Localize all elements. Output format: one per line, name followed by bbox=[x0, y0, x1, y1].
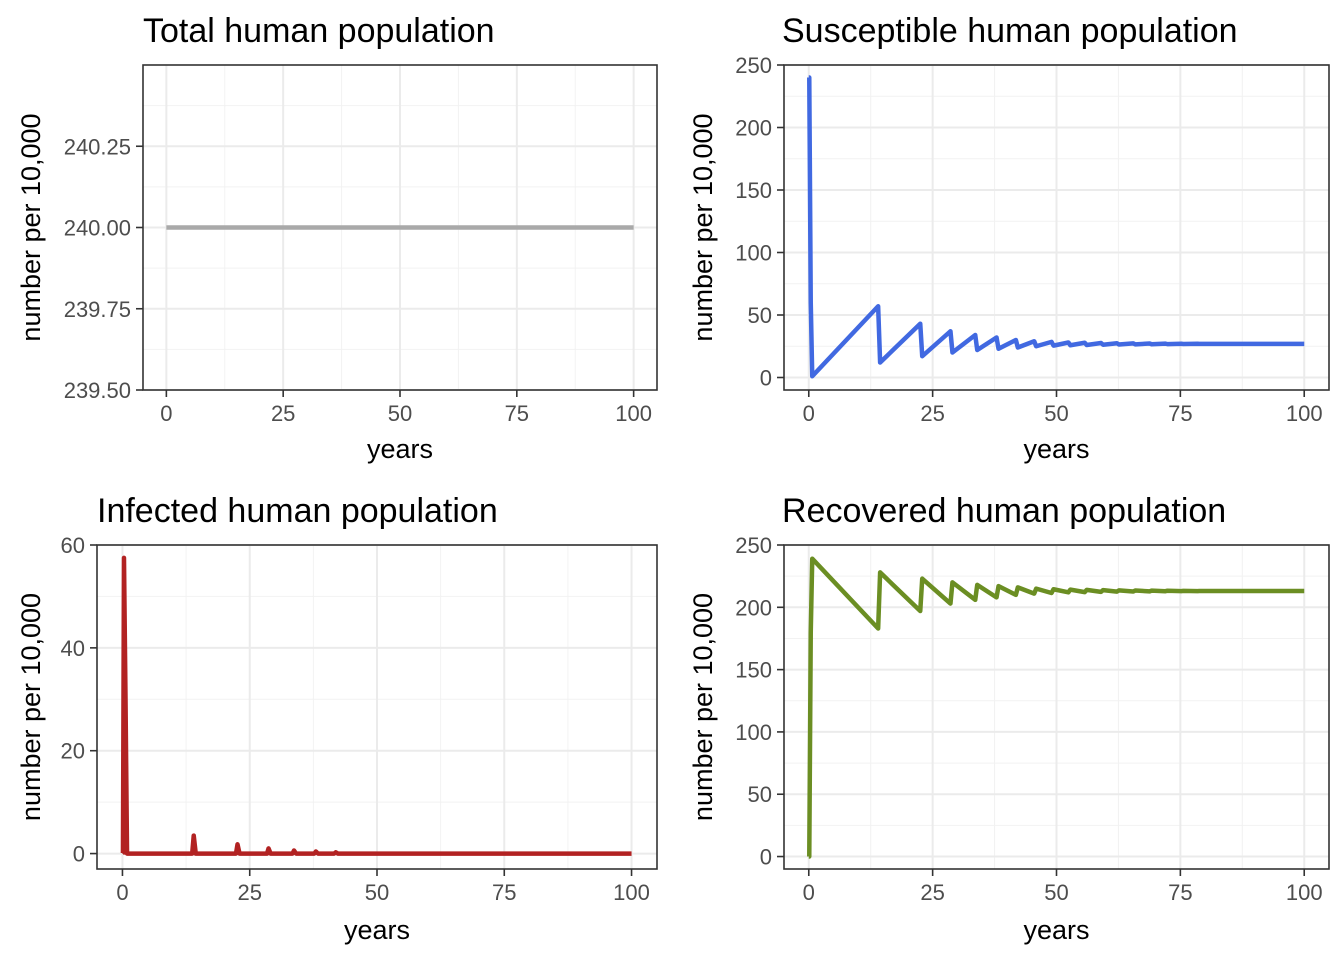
panel-1: 0 25 50 75 100 239.50 239.75 240.00 240.25 Total … bbox=[16, 12, 658, 464]
y-axis-label: number per 10,000 bbox=[16, 593, 46, 821]
chart-title: Recovered human population bbox=[782, 492, 1226, 530]
panel-3: 0 25 50 75 100 0 20 40 60 Infected human populati… bbox=[16, 492, 658, 945]
x-tick-label: 100 bbox=[613, 880, 650, 905]
y-tick-label: 250 bbox=[735, 533, 772, 558]
x-tick-label: 100 bbox=[1286, 401, 1323, 426]
x-axis-label: years bbox=[1023, 434, 1089, 464]
x-tick-label: 75 bbox=[505, 401, 529, 426]
y-tick-label: 200 bbox=[735, 595, 772, 620]
y-tick-label: 0 bbox=[760, 845, 772, 870]
y-tick-label: 0 bbox=[73, 842, 85, 867]
series-line bbox=[120, 555, 632, 856]
x-tick-label: 25 bbox=[920, 401, 944, 426]
x-tick-label: 0 bbox=[803, 401, 815, 426]
series-line bbox=[807, 75, 1305, 379]
x-tick-label: 100 bbox=[615, 401, 652, 426]
y-tick-label: 100 bbox=[735, 720, 772, 745]
x-tick-label: 75 bbox=[492, 880, 516, 905]
x-tick-label: 50 bbox=[1044, 880, 1068, 905]
y-tick-label: 240.25 bbox=[64, 134, 131, 159]
y-axis-label: number per 10,000 bbox=[16, 113, 46, 341]
y-tick-label: 0 bbox=[760, 366, 772, 391]
y-tick-label: 150 bbox=[735, 658, 772, 683]
panel-2: 0 25 50 75 100 0 50 100 150 200 250 Susceptible hum… bbox=[688, 12, 1330, 464]
panel-4: 0 25 50 75 100 0 50 100 150 200 250 Recovered human… bbox=[688, 492, 1330, 945]
x-tick-label: 0 bbox=[116, 880, 128, 905]
y-tick-label: 250 bbox=[735, 53, 772, 78]
x-tick-label: 50 bbox=[388, 401, 412, 426]
x-axis-label: years bbox=[344, 915, 410, 945]
x-axis-label: years bbox=[1023, 915, 1089, 945]
y-tick-label: 150 bbox=[735, 178, 772, 203]
y-tick-label: 20 bbox=[61, 739, 85, 764]
chart-title: Susceptible human population bbox=[782, 12, 1238, 50]
y-tick-label: 239.50 bbox=[64, 378, 131, 403]
x-tick-label: 0 bbox=[803, 880, 815, 905]
y-tick-label: 60 bbox=[61, 533, 85, 558]
y-tick-label: 40 bbox=[61, 636, 85, 661]
chart-title: Infected human population bbox=[97, 492, 498, 530]
chart-title: Total human population bbox=[143, 12, 495, 50]
x-tick-label: 50 bbox=[365, 880, 389, 905]
y-tick-label: 100 bbox=[735, 241, 772, 266]
y-axis-label: number per 10,000 bbox=[688, 113, 718, 341]
x-tick-label: 50 bbox=[1044, 401, 1068, 426]
y-tick-label: 240.00 bbox=[64, 216, 131, 241]
x-tick-label: 75 bbox=[1168, 880, 1192, 905]
y-tick-label: 200 bbox=[735, 116, 772, 141]
y-tick-label: 239.75 bbox=[64, 297, 131, 322]
x-tick-label: 100 bbox=[1286, 880, 1323, 905]
x-tick-label: 0 bbox=[160, 401, 172, 426]
x-tick-label: 25 bbox=[920, 880, 944, 905]
x-axis-label: years bbox=[367, 434, 433, 464]
series-line bbox=[807, 556, 1305, 859]
y-tick-label: 50 bbox=[748, 782, 772, 807]
x-tick-label: 25 bbox=[271, 401, 295, 426]
y-axis-label: number per 10,000 bbox=[688, 593, 718, 821]
y-tick-label: 50 bbox=[748, 303, 772, 328]
x-tick-label: 25 bbox=[237, 880, 261, 905]
x-tick-label: 75 bbox=[1168, 401, 1192, 426]
